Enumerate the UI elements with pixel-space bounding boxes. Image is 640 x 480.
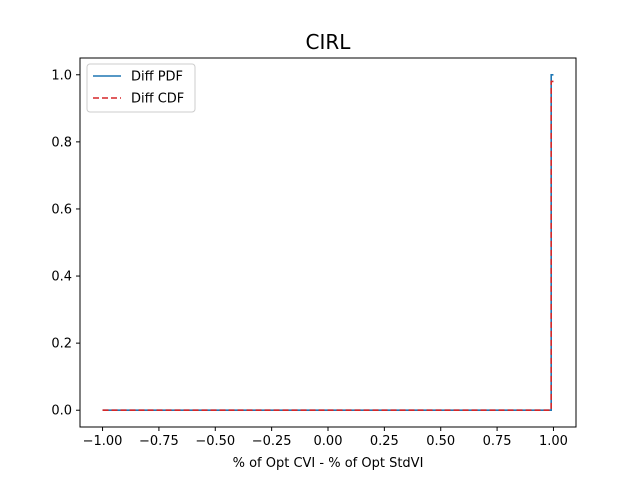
- x-axis-label: % of Opt CVI - % of Opt StdVI: [233, 456, 424, 471]
- series-line-diff-cdf: [102, 80, 554, 412]
- legend-label: Diff PDF: [131, 70, 183, 85]
- x-tick-label: −0.75: [139, 434, 179, 449]
- y-tick-label: 0.8: [51, 135, 72, 150]
- y-tick-label: 0.2: [51, 337, 72, 352]
- x-tick-label: −0.25: [252, 434, 292, 449]
- legend-label: Diff CDF: [131, 92, 184, 107]
- x-tick-label: 0.50: [426, 434, 455, 449]
- x-tick-label: −0.50: [195, 434, 235, 449]
- y-tick-label: 0.6: [51, 202, 72, 217]
- x-tick-label: 0.00: [314, 434, 343, 449]
- x-axis: −1.00 −0.75 −0.50 −0.25 0.00 0.25 0.50 0.75 1.00: [83, 427, 568, 449]
- y-tick-label: 1.0: [51, 68, 72, 83]
- plot-area: [102, 73, 554, 412]
- chart-title: CIRL: [306, 30, 352, 54]
- y-tick-label: 0.0: [51, 404, 72, 419]
- y-tick-label: 0.4: [51, 270, 72, 285]
- x-tick-label: 0.75: [483, 434, 512, 449]
- x-tick-label: 0.25: [370, 434, 399, 449]
- y-axis: 0.0 0.2 0.4 0.6 0.8 1.0: [51, 68, 80, 419]
- x-tick-label: 1.00: [539, 434, 568, 449]
- x-tick-label: −1.00: [83, 434, 123, 449]
- legend: Diff PDF Diff CDF: [86, 63, 196, 113]
